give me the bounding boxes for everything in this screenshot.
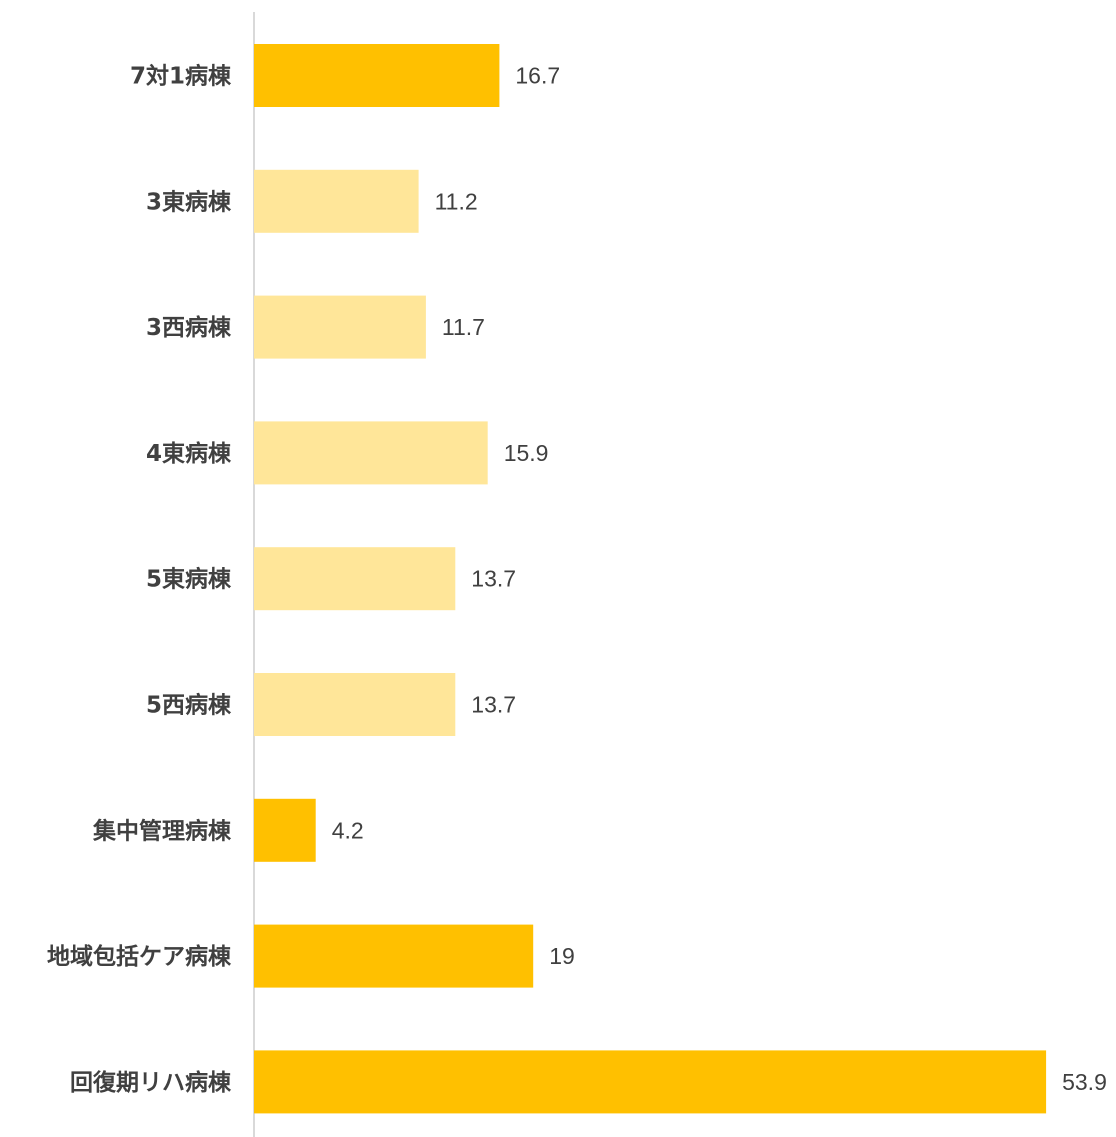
category-label: 3西病棟 bbox=[146, 314, 232, 341]
bar bbox=[254, 169, 419, 233]
category-label: 4東病棟 bbox=[146, 440, 232, 467]
value-label: 4.2 bbox=[332, 817, 364, 843]
category-label: 7対1病棟 bbox=[130, 63, 232, 90]
category-label: 回復期リハ病棟 bbox=[70, 1069, 232, 1096]
value-label: 13.7 bbox=[471, 566, 516, 592]
bar bbox=[254, 798, 316, 862]
bar bbox=[254, 421, 488, 485]
bar bbox=[254, 1050, 1047, 1114]
value-label: 19 bbox=[549, 943, 575, 969]
value-label: 15.9 bbox=[504, 440, 549, 466]
plot-area: 7対1病棟 16.7 3東病棟 11.2 3西病棟 11.7 4東病棟 15.9 5東病棟 13.… bbox=[47, 44, 1107, 1114]
value-label: 13.7 bbox=[471, 692, 516, 718]
value-label: 16.7 bbox=[515, 63, 560, 89]
bar bbox=[254, 295, 426, 359]
bar bbox=[254, 547, 456, 611]
bar bbox=[254, 44, 500, 107]
category-label: 地域包括ケア病棟 bbox=[47, 943, 232, 970]
category-label: 5東病棟 bbox=[146, 566, 232, 593]
value-label: 53.9 bbox=[1062, 1069, 1107, 1095]
bar bbox=[254, 924, 534, 988]
value-label: 11.7 bbox=[442, 314, 485, 340]
bar bbox=[254, 673, 456, 736]
value-label: 11.2 bbox=[435, 188, 478, 214]
category-label: 3東病棟 bbox=[146, 188, 232, 215]
category-label: 集中管理病棟 bbox=[92, 817, 232, 844]
category-label: 5西病棟 bbox=[146, 692, 232, 719]
